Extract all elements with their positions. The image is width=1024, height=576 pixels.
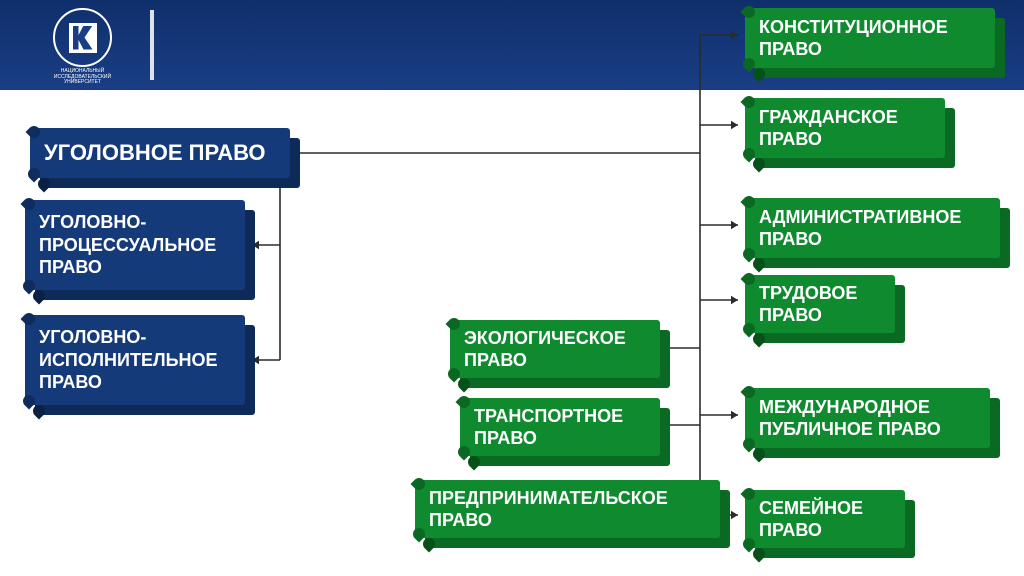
node-label-title: УГОЛОВНОЕ ПРАВО [30, 128, 290, 178]
logo: НАЦИОНАЛЬНЫЙ ИССЛЕДОВАТЕЛЬСКИЙ УНИВЕРСИТ… [50, 8, 115, 86]
node-label-proc: УГОЛОВНО-ПРОЦЕССУАЛЬНОЕПРАВО [25, 200, 245, 290]
logo-caption: НАЦИОНАЛЬНЫЙ ИССЛЕДОВАТЕЛЬСКИЙ УНИВЕРСИТ… [50, 69, 115, 86]
node-label-trans: ТРАНСПОРТНОЕ ПРАВО [460, 398, 660, 456]
logo-ring [53, 8, 112, 67]
node-label-exec: УГОЛОВНО-ИСПОЛНИТЕЛЬНОЕПРАВО [25, 315, 245, 405]
node-label-biz: ПРЕДПРИНИМАТЕЛЬСКОЕПРАВО [415, 480, 720, 538]
node-label-eco: ЭКОЛОГИЧЕСКОЕПРАВО [450, 320, 660, 378]
node-label-family: СЕМЕЙНОЕПРАВО [745, 490, 905, 548]
header-divider [150, 10, 154, 80]
node-label-const: КОНСТИТУЦИОННОЕ ПРАВО [745, 8, 995, 68]
node-label-admin: АДМИНИСТРАТИВНОЕПРАВО [745, 198, 1000, 258]
logo-mark [69, 23, 97, 53]
node-label-labor: ТРУДОВОЕ ПРАВО [745, 275, 895, 333]
node-label-civil: ГРАЖДАНСКОЕПРАВО [745, 98, 945, 158]
node-label-intl: МЕЖДУНАРОДНОЕПУБЛИЧНОЕ ПРАВО [745, 388, 990, 448]
